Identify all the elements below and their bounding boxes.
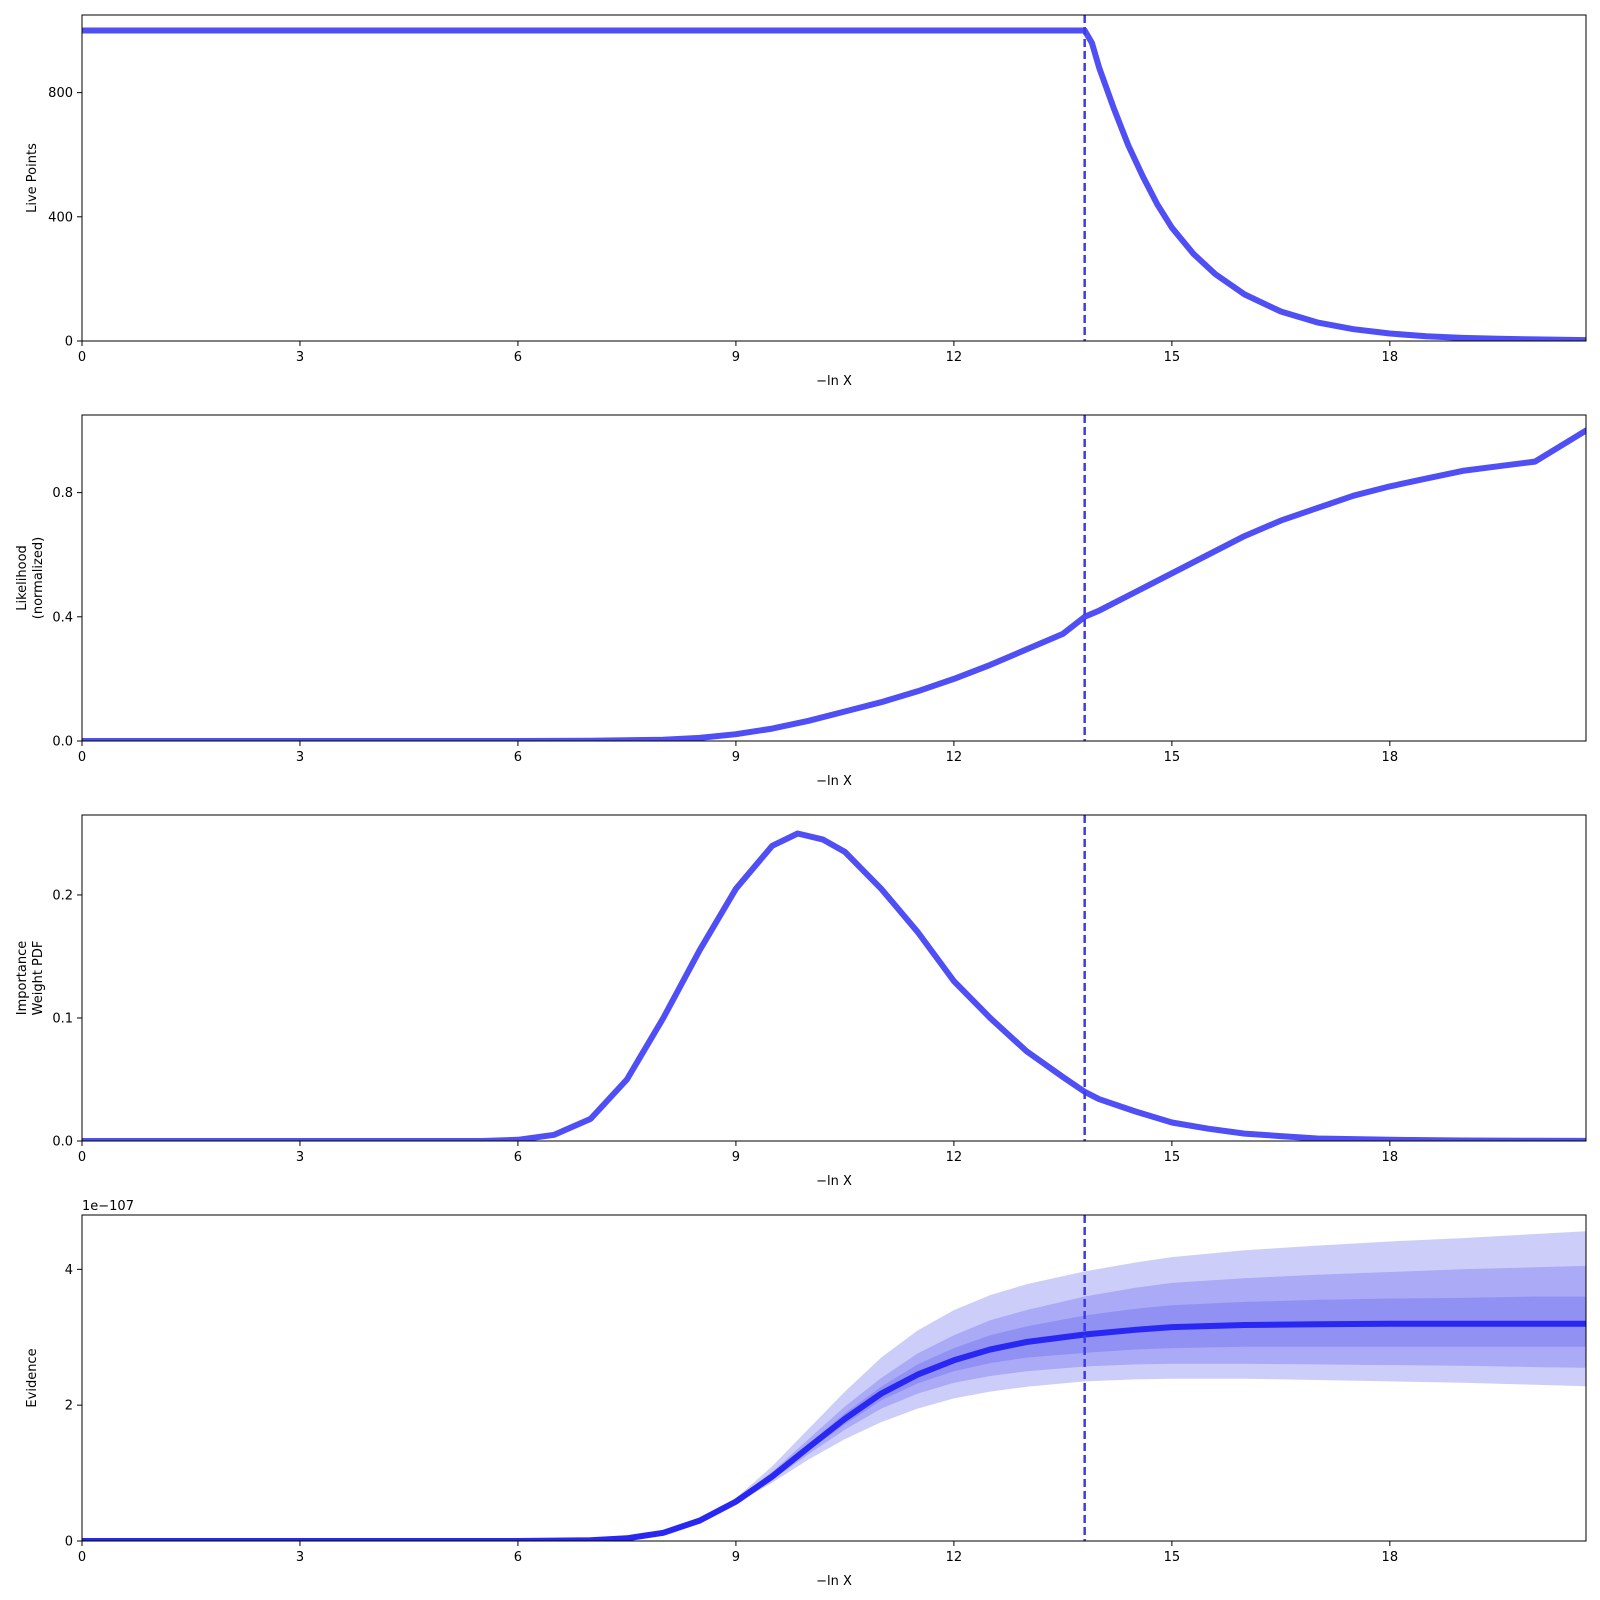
y-axis-label: Likelihood (15, 545, 30, 611)
x-tick-label: 9 (732, 750, 740, 765)
x-axis-label: −ln X (816, 1174, 852, 1189)
y-axis-label: (normalized) (31, 537, 46, 619)
x-tick-label: 3 (296, 350, 304, 365)
y-tick-label: 0.1 (52, 1011, 73, 1026)
x-tick-label: 6 (514, 1550, 522, 1565)
y-axis-label: Live Points (25, 143, 40, 213)
x-tick-label: 0 (78, 350, 86, 365)
x-tick-label: 12 (946, 1550, 963, 1565)
x-tick-label: 15 (1164, 1150, 1181, 1165)
evidence-panel: 0 3 6 9 12 15 18 0 2 4 −ln X Evidence 1e−107 (25, 1199, 1587, 1589)
x-tick-label: 12 (946, 350, 963, 365)
x-tick-label: 0 (78, 1150, 86, 1165)
x-tick-label: 15 (1164, 1550, 1181, 1565)
x-tick-label: 9 (732, 1550, 740, 1565)
x-tick-label: 12 (946, 750, 963, 765)
x-axis-label: −ln X (816, 374, 852, 389)
evidence-median-line (82, 1320, 1586, 1541)
x-tick-label: 9 (732, 1150, 740, 1165)
y-tick-label: 0.0 (52, 1135, 73, 1150)
y-offset-label: 1e−107 (82, 1199, 134, 1214)
axes-frame (81, 1214, 1587, 1542)
likelihood-line (82, 427, 1586, 741)
x-tick-label: 12 (946, 1150, 963, 1165)
axes-frame (81, 814, 1587, 1142)
live-points-line (82, 27, 1586, 341)
x-tick-label: 3 (296, 750, 304, 765)
y-tick-label: 800 (48, 86, 73, 101)
y-tick-label: 0.8 (52, 486, 73, 501)
live-points-panel: 0 3 6 9 12 15 18 0 400 800 −ln X Live Points (25, 14, 1587, 389)
y-axis-label: Evidence (25, 1348, 40, 1407)
x-tick-label: 18 (1382, 1550, 1399, 1565)
x-tick-label: 18 (1382, 350, 1399, 365)
y-tick-label: 4 (65, 1263, 73, 1278)
y-axis-label: Importance (15, 941, 30, 1016)
x-tick-label: 6 (514, 350, 522, 365)
y-tick-label: 0 (65, 1535, 73, 1550)
x-tick-label: 18 (1382, 750, 1399, 765)
x-tick-label: 0 (78, 1550, 86, 1565)
plot-area (82, 415, 1586, 741)
likelihood-panel: 0 3 6 9 12 15 18 0.0 0.4 0.8 −ln X Likelihood (norma… (15, 414, 1587, 789)
importance-weight-panel: 0 3 6 9 12 15 18 0.0 0.1 0.2 −ln X Importance Weight… (15, 814, 1587, 1189)
x-axis-label: −ln X (816, 1574, 852, 1589)
x-tick-label: 3 (296, 1550, 304, 1565)
plot-area (82, 815, 1586, 1141)
y-axis-label: Weight PDF (31, 941, 46, 1016)
y-tick-label: 0.4 (52, 610, 73, 625)
y-tick-label: 0 (65, 335, 73, 350)
axes-frame (81, 414, 1587, 742)
evidence-band-2 (82, 1265, 1586, 1541)
plot-area (82, 15, 1586, 341)
x-tick-label: 15 (1164, 750, 1181, 765)
y-tick-label: 0.2 (52, 888, 73, 903)
x-tick-label: 0 (78, 750, 86, 765)
y-tick-label: 0.0 (52, 735, 73, 750)
x-tick-label: 9 (732, 350, 740, 365)
x-axis-label: −ln X (816, 774, 852, 789)
importance-weight-line (82, 830, 1586, 1141)
x-tick-label: 6 (514, 750, 522, 765)
x-tick-label: 6 (514, 1150, 522, 1165)
plot-area (82, 1215, 1586, 1541)
x-tick-label: 18 (1382, 1150, 1399, 1165)
x-tick-label: 15 (1164, 350, 1181, 365)
y-tick-label: 2 (65, 1399, 73, 1414)
evidence-band-1 (82, 1231, 1586, 1541)
x-tick-label: 3 (296, 1150, 304, 1165)
y-tick-label: 400 (48, 210, 73, 225)
axes-frame (81, 14, 1587, 342)
